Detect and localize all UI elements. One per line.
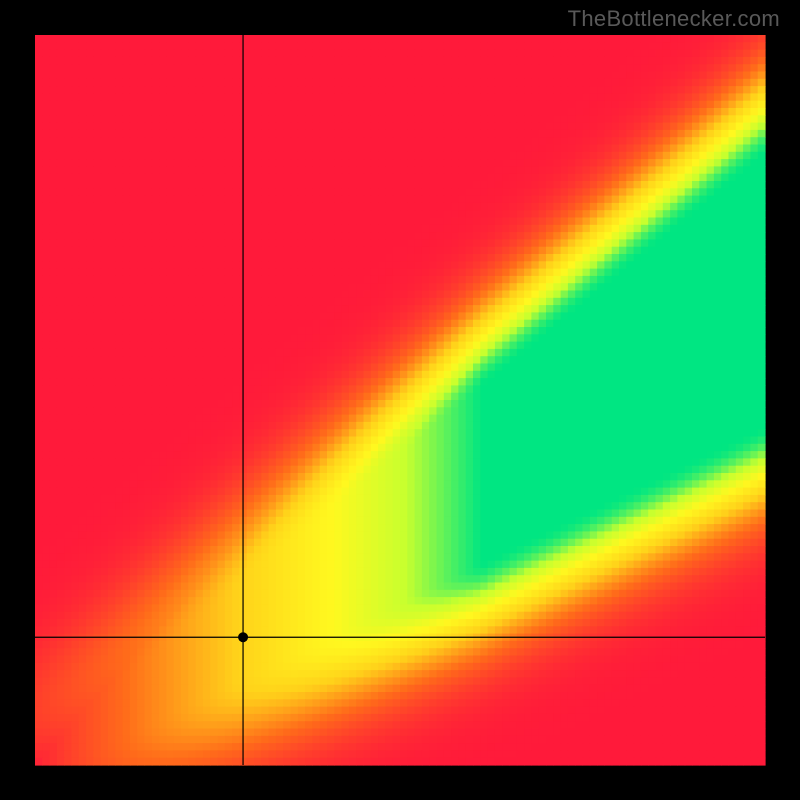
watermark-text: TheBottlenecker.com <box>568 6 780 32</box>
heatmap-cells <box>35 35 766 766</box>
crosshair-dot <box>238 632 248 642</box>
bottleneck-heatmap <box>0 0 800 800</box>
